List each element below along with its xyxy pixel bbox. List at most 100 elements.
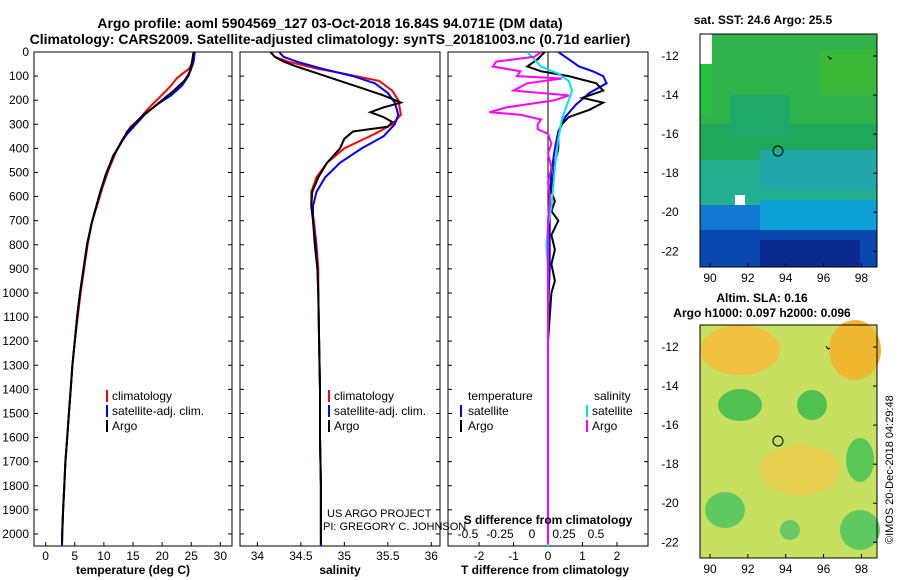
x-tick-label: 0	[42, 549, 49, 563]
credit-project: US ARGO PROJECT	[327, 508, 432, 520]
temperature-xlabel: temperature (deg C)	[76, 563, 190, 577]
map-y-tick-label: -16	[661, 127, 679, 141]
pressure-tick-label: 0	[22, 45, 29, 59]
pressure-tick-label: 1100	[3, 310, 29, 324]
map-x-tick-label: 92	[741, 562, 755, 576]
legend-swatch-climatology	[106, 390, 108, 402]
map-y-tick-label: -20	[661, 496, 679, 510]
x-tick-label: -2	[474, 549, 485, 563]
difference-xlabel: T difference from climatology	[461, 563, 629, 577]
pressure-axis: 0 100 200 300 400 500 600 700 800 900 1000 1100 1200…	[2, 45, 648, 541]
x-tick-label: 2	[614, 549, 621, 563]
credit-pi: PI: GREGORY C. JOHNSON	[323, 521, 466, 533]
series-line-argo	[269, 52, 404, 544]
legend-climatology: climatology	[334, 389, 394, 403]
sla-map-title-line2: Argo h1000: 0.097 h2000: 0.096	[673, 306, 851, 320]
legend-header-salinity: salinity	[594, 389, 631, 403]
series-line-climatology	[269, 52, 402, 546]
sst-map-frame	[699, 33, 878, 268]
pressure-tick-label: 1600	[2, 431, 29, 445]
series-line-argo	[61, 52, 195, 544]
x-tick-label: 25	[185, 549, 199, 563]
pressure-tick-label: 1700	[2, 455, 29, 469]
map-y-tick-label: -12	[661, 49, 679, 63]
map-y-tick-label: -14	[661, 88, 679, 102]
legend-swatch-argo	[328, 420, 330, 432]
temperature-series	[61, 52, 196, 546]
legend-climatology: climatology	[112, 389, 172, 403]
map-x-tick-label: 94	[779, 271, 793, 285]
difference-legend: temperature salinity satellite Argo sate…	[460, 389, 633, 433]
s-difference-tick-label: 0.25	[552, 527, 576, 541]
pressure-tick-label: 1200	[2, 334, 29, 348]
s-difference-tick-label: 0.5	[588, 527, 605, 541]
series-line-s-argo	[489, 52, 570, 544]
legend-satellite: satellite-adj. clim.	[334, 404, 426, 418]
s-difference-tick-label: -0.25	[486, 527, 514, 541]
legend-header-temperature: temperature	[468, 389, 533, 403]
legend-swatch-s-argo	[586, 420, 588, 432]
map-x-tick-label: 94	[779, 562, 793, 576]
legend-swatch-s-satellite	[586, 405, 588, 417]
x-tick-label: 10	[97, 549, 111, 563]
map-x-tick-label: 92	[741, 271, 755, 285]
map-x-tick-label: 90	[703, 562, 717, 576]
map-y-tick-label: -22	[661, 244, 679, 258]
temperature-legend: climatology satellite-adj. clim. Argo	[106, 389, 204, 433]
x-tick-label: 35.5	[376, 549, 400, 563]
pressure-tick-label: 1400	[2, 382, 29, 396]
map-y-tick-label: -18	[661, 457, 679, 471]
x-tick-label: 1	[579, 549, 586, 563]
legend-t-satellite: satellite	[468, 404, 509, 418]
x-tick-label: 34.5	[289, 549, 313, 563]
pressure-tick-label: 1500	[2, 406, 29, 420]
map-y-tick-label: -18	[661, 166, 679, 180]
legend-satellite: satellite-adj. clim.	[112, 404, 204, 418]
series-line-t-satellite	[547, 52, 608, 546]
sst-map-axes: 90 92 94 96 98 -12 -14 -16 -18 -20 -22	[661, 49, 877, 285]
x-tick-label: 20	[155, 549, 169, 563]
imos-stamp: ©IMOS 20-Dec-2018 04:29:48	[884, 395, 896, 544]
pressure-tick-label: 2000	[2, 527, 29, 541]
pressure-tick-label: 700	[9, 214, 29, 228]
x-tick-label: 30	[214, 549, 228, 563]
figure-title-line2: Climatology: CARS2009. Satellite-adjuste…	[30, 31, 631, 47]
legend-swatch-argo	[106, 420, 108, 432]
x-tick-label: -1	[508, 549, 519, 563]
legend-s-argo: Argo	[592, 419, 618, 433]
map-y-tick-label: -16	[661, 418, 679, 432]
s-difference-tick-label: 0	[529, 527, 536, 541]
difference-top-xlabel: S difference from climatology	[464, 513, 633, 527]
series-line-climatology	[61, 52, 196, 546]
x-tick-label: 36	[425, 549, 439, 563]
salinity-xlabel: salinity	[319, 563, 361, 577]
sst-map-title: sat. SST: 24.6 Argo: 25.5	[694, 13, 833, 27]
figure-title-line1: Argo profile: aoml 5904569_127 03-Oct-20…	[97, 15, 562, 31]
series-line-satellite-adj-clim-	[278, 52, 400, 546]
sla-map-title-line1: Altim. SLA: 0.16	[716, 291, 808, 305]
salinity-plot-frame	[239, 51, 441, 547]
sla-map-image	[700, 320, 881, 558]
temperature-axis: 0 5 10 15 20 25 30	[42, 542, 227, 563]
legend-swatch-t-argo	[460, 420, 462, 432]
legend-swatch-t-satellite	[460, 405, 462, 417]
map-x-tick-label: 98	[855, 271, 869, 285]
map-x-tick-label: 98	[855, 562, 869, 576]
s-difference-tick-label: -0.5	[458, 527, 479, 541]
legend-t-argo: Argo	[468, 419, 494, 433]
map-y-tick-label: -12	[661, 340, 679, 354]
sla-map-frame	[699, 324, 878, 559]
pressure-tick-label: 1300	[2, 358, 29, 372]
pressure-tick-label: 300	[9, 117, 29, 131]
sla-map-axes: 90 92 94 96 98 -12 -14 -16 -18 -20 -22	[661, 340, 877, 576]
pressure-tick-label: 100	[9, 69, 29, 83]
x-tick-label: 0	[545, 549, 552, 563]
pressure-tick-label: 900	[9, 262, 29, 276]
map-y-tick-label: -20	[661, 205, 679, 219]
map-x-tick-label: 96	[817, 271, 831, 285]
legend-argo: Argo	[334, 419, 360, 433]
legend-argo: Argo	[112, 419, 138, 433]
legend-swatch-climatology	[328, 390, 330, 402]
sla-argo-marker	[772, 435, 784, 447]
